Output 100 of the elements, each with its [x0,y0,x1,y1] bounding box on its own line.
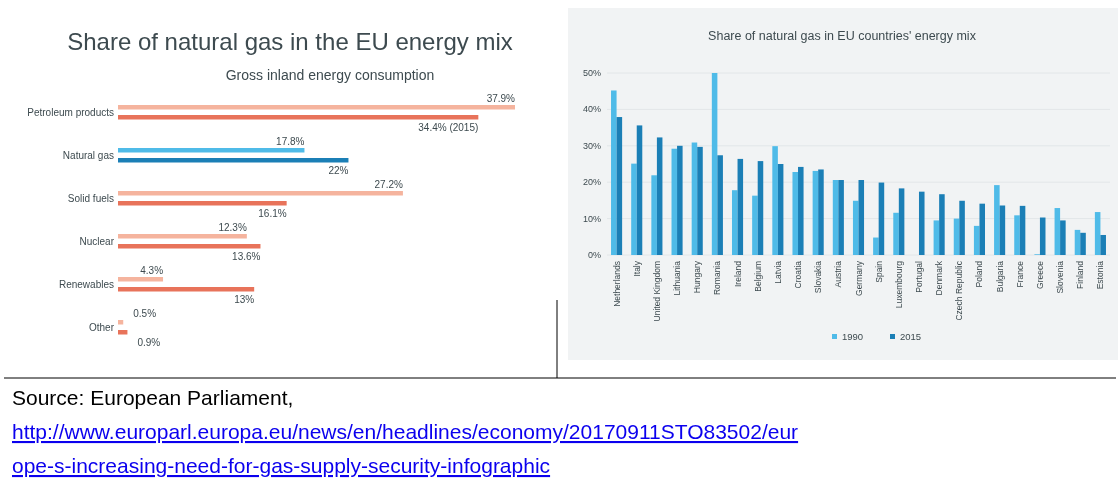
data-label: 0.5% [133,308,157,319]
data-label: 13% [234,294,255,305]
data-label: 22% [328,165,349,176]
bar [118,320,124,325]
bar [677,145,683,255]
bar [777,164,784,255]
bar [118,287,255,292]
y-tick-label: 0% [587,250,601,260]
x-tick-label: Bulgaria [994,260,1005,293]
bar [1094,212,1101,255]
y-tick-label: 10% [582,213,601,224]
bar [616,117,623,255]
bar [1054,208,1061,255]
x-tick-label: Lithuania [672,260,683,296]
bar [118,148,305,153]
bar [893,212,899,255]
bar [939,194,945,255]
bar [651,175,657,255]
x-tick-label: Netherlands [611,261,622,307]
bar [737,158,744,255]
chart-subtitle: Gross inland energy consumption [225,67,435,83]
bar [752,195,758,255]
y-tick-label: Nuclear [79,236,115,247]
data-label: 27.2% [374,179,404,190]
bar [118,105,515,110]
bar [832,180,839,255]
bar [918,191,925,255]
bar [772,146,778,255]
x-tick-label: Poland [974,260,985,288]
x-tick-label: Finland [1075,260,1086,289]
bar [858,180,865,255]
bar [731,190,738,255]
data-label: 17.8% [276,136,305,147]
y-tick-label: 30% [582,140,601,151]
y-tick-label: 40% [582,104,601,115]
bar [1014,215,1020,255]
y-tick-label: Petroleum products [27,107,114,118]
y-tick-label: Other [88,322,115,333]
chart-title: Share of natural gas in the EU energy mix [67,28,513,55]
bar [711,73,718,255]
x-tick-label: Denmark [934,260,945,296]
bar [717,155,723,255]
x-tick-label: Luxembourg [893,260,904,309]
x-tick-label: Austria [833,260,844,288]
data-label: 13.6% [232,251,261,262]
bar [898,188,905,255]
bar [979,203,986,255]
chart-title: Share of natural gas in EU countries' energy mix [708,29,977,43]
x-tick-label: Spain [873,260,884,283]
bar [118,201,287,206]
bar [878,182,885,255]
bar [118,330,128,335]
legend-label: 1990 [842,331,864,342]
bar [118,191,403,196]
bar [873,237,879,255]
x-tick-label: France [1014,260,1025,288]
bar [1080,232,1086,255]
data-label: 34.4% (2015) [418,122,479,133]
bar [973,225,980,255]
y-tick-label: 50% [582,68,601,78]
x-tick-label: Hungary [692,260,703,294]
x-tick-label: Greece [1034,260,1045,289]
bar [757,161,764,255]
x-tick-label: Slovakia [813,260,824,294]
bar [691,142,698,255]
bar [671,148,678,255]
x-tick-label: Czech Republic [954,260,965,321]
y-tick-label: 20% [582,177,601,188]
bar [631,163,637,255]
source-note: Source: European Parliament, http://www.europarl.europa.eu/news/en/headlines/economy/20170911STO83502/europe-s-increasing-need-for-gas-supply-security-infographic [12,386,799,477]
bar [611,90,617,255]
bar [1060,220,1066,255]
bar [697,146,703,255]
bar [118,115,479,120]
bar [838,180,844,255]
x-tick-label: Slovenia [1055,260,1066,294]
bar [118,244,261,249]
x-tick-label: Romania [712,260,723,296]
bar [933,220,940,255]
data-label: 0.9% [137,337,161,348]
x-tick-label: Belgium [752,261,763,292]
bar [852,200,859,255]
bar [656,137,663,255]
x-tick-label: United Kingdom [651,261,662,322]
y-tick-label: Renewables [58,279,114,290]
bar [792,172,799,255]
x-tick-label: Germany [853,260,864,296]
x-tick-label: Italy [631,260,642,277]
x-tick-label: Estonia [1095,260,1106,290]
data-label: 4.3% [140,265,164,276]
data-label: 16.1% [258,208,287,219]
bar [636,125,643,255]
bar [118,158,349,163]
bar [1074,229,1081,255]
y-tick-label: Solid fuels [67,193,114,204]
x-tick-label: Latvia [772,260,783,284]
x-tick-label: Croatia [793,260,804,289]
bar [118,277,164,282]
y-tick-label: Natural gas [62,150,114,161]
bar [798,166,804,255]
